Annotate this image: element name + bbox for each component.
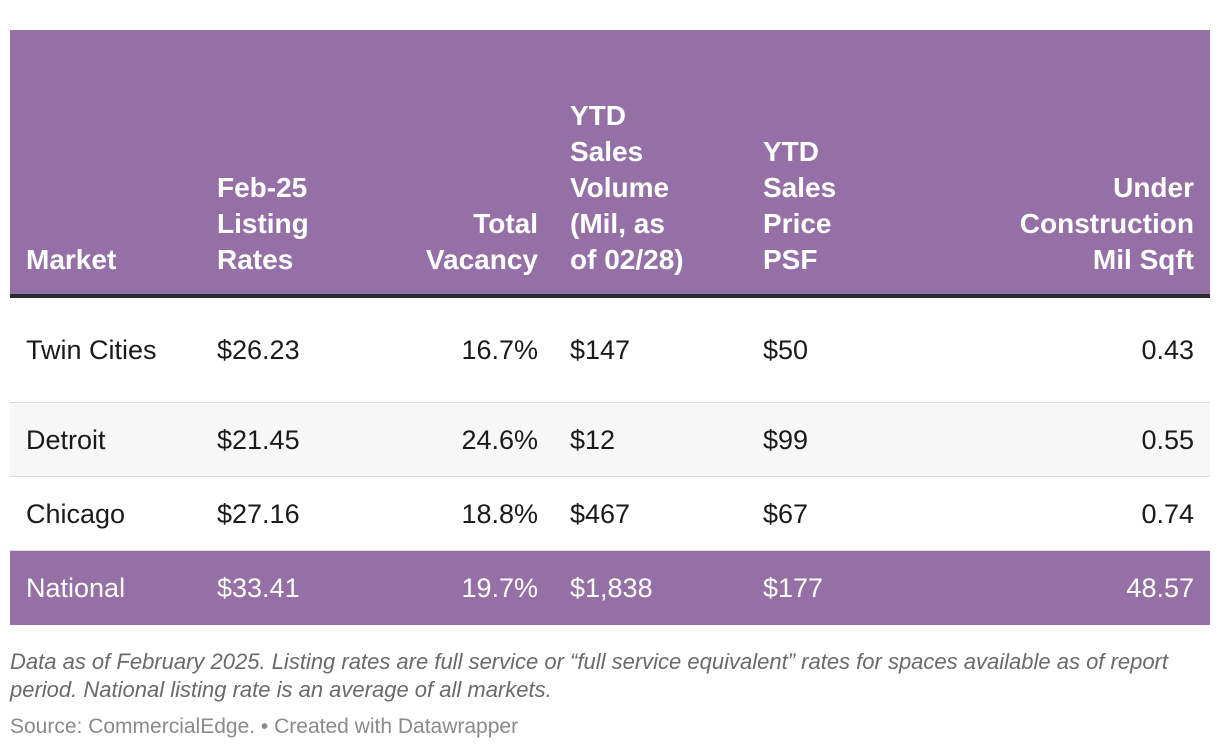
cell-total-vacancy: 16.7% (381, 296, 554, 403)
cell-total-vacancy: 18.8% (381, 476, 554, 551)
column-header-sales-price-psf[interactable]: YTD Sales Price PSF (747, 30, 918, 298)
column-header-listing-rates[interactable]: Feb-25 Listing Rates (201, 30, 381, 298)
cell-market: Chicago (10, 476, 201, 551)
column-header-sales-price-psf-label: YTD Sales Price PSF (763, 136, 837, 275)
cell-listing-rate: $27.16 (201, 476, 381, 551)
column-header-market[interactable]: Market (10, 30, 201, 298)
cell-total-vacancy: 19.7% (381, 550, 554, 625)
cell-under-construction: 0.43 (918, 296, 1210, 403)
cell-sales-volume: $12 (554, 402, 747, 477)
source-credit: Source: CommercialEdge. • Created with D… (10, 715, 519, 738)
cell-market: Twin Cities (10, 296, 201, 403)
cell-listing-rate: $21.45 (201, 402, 381, 477)
table-row: Twin Cities $26.23 16.7% $147 $50 0.43 (10, 296, 1210, 403)
cell-listing-rate: $33.41 (201, 550, 381, 625)
cell-sales-volume: $1,838 (554, 550, 747, 625)
cell-sales-volume: $467 (554, 476, 747, 551)
cell-under-construction: 48.57 (918, 550, 1210, 625)
cell-sales-price-psf: $67 (747, 476, 918, 551)
cell-listing-rate: $26.23 (201, 296, 381, 403)
cell-sales-price-psf: $177 (747, 550, 918, 625)
column-header-listing-rates-label: Feb-25 Listing Rates (217, 172, 309, 275)
column-header-under-construction[interactable]: Under Construction Mil Sqft (918, 30, 1210, 298)
column-header-sales-volume[interactable]: YTD Sales Volume (Mil, as of 02/28) (554, 30, 747, 298)
cell-market: Detroit (10, 402, 201, 477)
table-row-highlighted: National $33.41 19.7% $1,838 $177 48.57 (10, 550, 1210, 625)
table-row: Detroit $21.45 24.6% $12 $99 0.55 (10, 402, 1210, 477)
column-header-under-construction-label: Under Construction Mil Sqft (1019, 172, 1194, 275)
cell-under-construction: 0.55 (918, 402, 1210, 477)
cell-sales-price-psf: $50 (747, 296, 918, 403)
cell-market-label: Twin Cities (26, 335, 157, 365)
cell-total-vacancy: 24.6% (381, 402, 554, 477)
cell-market: National (10, 550, 201, 625)
table-notes: Data as of February 2025. Listing rates … (10, 649, 1168, 702)
column-header-sales-volume-label: YTD Sales Volume (Mil, as of 02/28) (570, 100, 684, 275)
cell-sales-price-psf: $99 (747, 402, 918, 477)
table-header-row: Market Feb-25 Listing Rates Total Vacanc… (10, 30, 1210, 298)
cell-sales-volume: $147 (554, 296, 747, 403)
table-row: Chicago $27.16 18.8% $467 $67 0.74 (10, 476, 1210, 551)
market-table: Market Feb-25 Listing Rates Total Vacanc… (10, 30, 1210, 625)
market-table-container: Market Feb-25 Listing Rates Total Vacanc… (10, 30, 1210, 625)
column-header-total-vacancy-label: Total Vacancy (425, 208, 538, 275)
cell-under-construction: 0.74 (918, 476, 1210, 551)
column-header-total-vacancy[interactable]: Total Vacancy (381, 30, 554, 298)
